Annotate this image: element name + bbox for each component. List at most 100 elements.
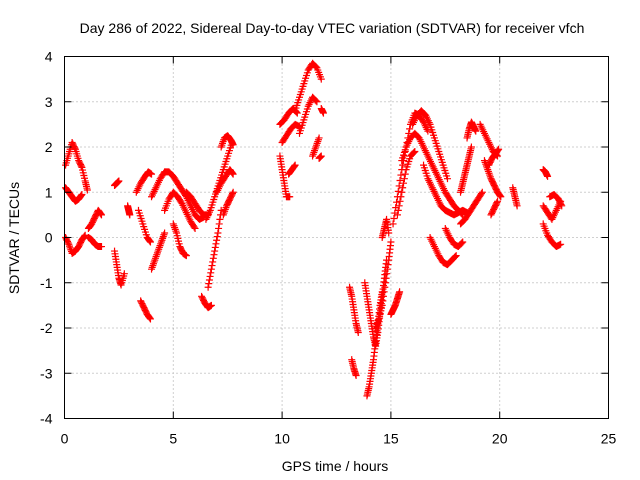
data-point-plus [411,148,419,156]
data-point-plus [215,224,223,232]
series-arc-38 [387,288,404,318]
series-arc-04 [84,206,105,232]
data-point-plus [493,199,501,207]
series-arc-54 [539,166,552,180]
data-point-plus [120,270,128,278]
data-point-plus [544,172,552,180]
series-arc-02 [62,184,86,205]
series-arc-05 [84,234,105,251]
data-point-plus [354,329,362,337]
data-point-plus [383,270,391,278]
data-point-plus [146,314,154,322]
series-arc-42 [409,107,451,183]
data-point-plus [214,229,222,237]
data-point-plus [400,179,408,187]
x-axis-label: GPS time / hours [282,458,389,474]
series-arc-13 [148,229,169,273]
series-arc-27 [291,59,325,115]
data-point-plus [207,269,215,277]
data-point-plus [381,283,389,291]
data-point-plus [209,254,217,262]
data-point-plus [229,188,237,196]
series-arc-10 [134,206,154,246]
data-point-plus [399,161,407,169]
x-tick-label: 25 [601,431,617,447]
data-point-plus [380,292,388,300]
data-point-plus [190,223,198,231]
data-point-plus [424,127,432,135]
data-point-plus [291,161,299,169]
series-arc-48 [463,118,480,142]
data-point-plus [216,215,224,223]
data-point-plus [317,152,325,160]
data-point-plus [83,186,91,194]
series-arc-41 [398,129,467,219]
data-point-plus [380,288,388,296]
data-point-plus [397,171,405,179]
x-tick-label: 0 [61,431,69,447]
series-arc-26 [285,161,299,178]
axes: 0 5 10 15 20 25 -4 -3 -2 -1 0 1 2 3 4 [40,49,616,447]
x-tick-label: 15 [383,431,399,447]
grid-lines [64,56,609,419]
data-point-plus [383,265,391,273]
data-point-plus [496,192,504,200]
data-point-plus [558,202,566,210]
data-point-plus [146,237,154,245]
series-arc-22 [219,188,237,219]
data-point-plus [205,276,213,284]
x-tick-label: 10 [274,431,290,447]
data-point-plus [228,190,236,198]
data-point-plus [396,288,404,296]
x-tick-label: 5 [169,431,177,447]
series-arc-33 [348,356,360,380]
series-arc-09 [132,168,156,196]
data-point-plus [71,144,79,152]
data-point-plus [378,301,386,309]
data-point-plus [148,170,156,178]
data-point-plus [400,175,408,183]
data-point-plus [387,238,395,246]
data-point-plus [399,184,407,192]
data-point-plus [115,177,123,185]
data-point-plus [191,224,199,232]
x-tick-label: 20 [492,431,508,447]
data-point-plus [472,127,480,135]
data-point-plus [393,198,401,206]
data-point-plus [161,229,169,237]
data-point-plus [495,145,503,153]
data-point-plus [315,134,323,142]
data-point-plus [229,141,237,149]
data-point-plus [208,262,216,270]
data-point-plus [312,97,320,105]
data-point-plus [77,162,85,170]
data-point-plus [478,188,486,196]
data-point-plus [182,252,190,260]
data-point-plus [390,214,398,222]
data-point-plus [398,188,406,196]
data-point-plus [228,169,236,177]
data-point-plus [313,98,321,106]
data-point-plus [146,315,154,323]
y-tick-label: -4 [40,411,53,427]
data-point-plus [212,240,220,248]
data-point-plus [211,247,219,255]
series-arc-21 [217,132,237,151]
series-arc-14 [161,188,199,232]
series-arc-36 [372,238,395,332]
data-point-plus [97,211,105,219]
data-points [62,59,566,400]
y-tick-label: 3 [45,94,53,110]
data-point-plus [229,170,237,178]
data-point-plus [204,283,212,291]
data-point-plus [206,272,214,280]
series-arc-47 [457,188,486,228]
series-arc-03 [62,231,89,257]
data-point-plus [406,125,414,133]
data-point-plus [207,265,215,273]
data-point-plus [78,191,86,199]
data-point-plus [209,258,217,266]
series-arc-11 [137,297,154,323]
data-point-plus [126,211,134,219]
